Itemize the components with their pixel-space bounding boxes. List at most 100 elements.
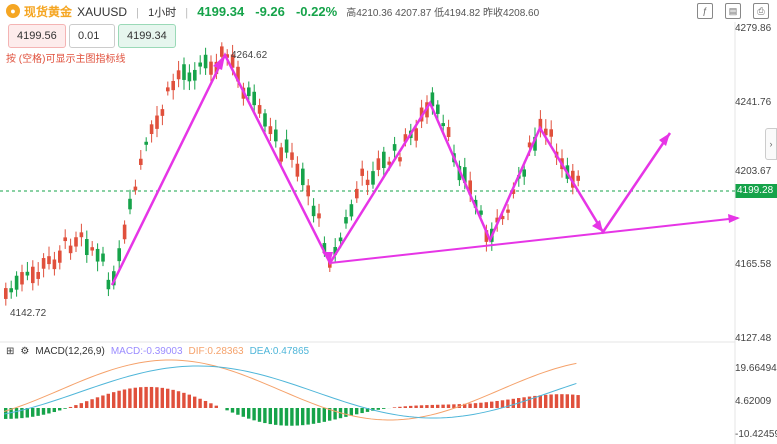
side-panel-toggle[interactable]: ›: [765, 128, 777, 160]
instrument-name[interactable]: 现货黄金: [24, 4, 73, 19]
candle: [122, 224, 127, 240]
toolbar: ƒ ▤ ⎙: [697, 3, 769, 19]
candle: [166, 87, 170, 92]
candle: [52, 259, 57, 270]
macd-bar: [236, 408, 240, 415]
macd-bar: [392, 407, 397, 408]
collapse-icon[interactable]: ⊞: [6, 346, 15, 357]
macd-bar: [225, 408, 229, 411]
candle: [106, 279, 111, 290]
support-trendline[interactable]: [329, 217, 739, 264]
candle: [187, 72, 192, 82]
candle: [20, 272, 24, 285]
candle: [225, 54, 229, 58]
sell-button[interactable]: 4199.56: [8, 24, 66, 48]
macd-bar: [484, 402, 488, 408]
macd-bar: [139, 387, 143, 408]
candle: [203, 54, 208, 69]
candle: [85, 239, 89, 256]
current-price-tag: 4199.28: [735, 184, 777, 198]
candle: [149, 124, 154, 135]
macd-bar: [9, 408, 13, 419]
instrument-symbol[interactable]: XAUUSD: [77, 4, 128, 19]
candle: [117, 248, 121, 262]
candle: [511, 189, 516, 194]
candle: [371, 171, 375, 185]
macd-bar: [90, 399, 94, 408]
macd-bar: [144, 386, 148, 408]
macd-bar: [441, 404, 445, 408]
buy-button[interactable]: 4199.34: [118, 24, 176, 48]
macd-bar: [333, 408, 337, 420]
macd-bar: [68, 406, 73, 408]
macd-bar: [117, 390, 121, 408]
macd-bar: [74, 405, 78, 408]
candle: [176, 70, 181, 80]
candle: [538, 118, 543, 132]
candle: [4, 288, 8, 299]
macd-bar: [209, 403, 213, 408]
candle: [90, 247, 94, 251]
candle: [311, 205, 316, 217]
candle: [139, 158, 143, 165]
macd-bar: [182, 392, 186, 408]
macd-bar: [25, 408, 29, 418]
macd-bar: [198, 398, 202, 408]
indicator-icon[interactable]: ƒ: [697, 3, 713, 19]
macd-bar: [446, 404, 451, 408]
macd-bar: [241, 408, 245, 417]
macd-bar: [252, 408, 256, 421]
macd-bar: [52, 408, 56, 413]
macd-bar: [376, 408, 380, 410]
macd-bar: [122, 389, 127, 408]
quantity-input[interactable]: 0.01: [69, 24, 115, 48]
candle: [344, 217, 348, 224]
macd-bar: [274, 408, 278, 425]
macd-bar: [549, 394, 553, 408]
macd-bar: [160, 387, 164, 408]
interval-selector[interactable]: 1小时: [148, 6, 177, 19]
dif-value: DIF:0.28363: [188, 346, 244, 357]
candle: [220, 46, 224, 57]
candle: [484, 230, 489, 242]
chart-settings-icon[interactable]: ▤: [725, 3, 741, 19]
macd-bar: [31, 408, 35, 417]
connector-line: [224, 54, 331, 264]
macd-bar: [171, 389, 175, 408]
macd-bar: [58, 408, 62, 411]
macd-bar: [382, 408, 386, 409]
macd-bar: [468, 403, 472, 408]
macd-header: ⊞ ⚙ MACD(12,26,9) MACD:-0.39003 DIF:0.28…: [6, 346, 309, 357]
candle: [36, 271, 40, 279]
settings-icon[interactable]: ⚙: [20, 346, 30, 357]
macd-label: MACD(12,26,9): [35, 346, 105, 357]
macd-bar: [36, 408, 40, 416]
macd-bar: [155, 387, 159, 408]
candle: [522, 169, 526, 177]
candle: [500, 216, 505, 220]
trend-drawings[interactable]: [110, 52, 740, 286]
arrowhead: [659, 133, 670, 146]
macd-bar: [187, 394, 191, 408]
screenshot-icon[interactable]: ⎙: [753, 3, 769, 19]
macd-axis-label: 4.62009: [735, 396, 772, 407]
zigzag-arrow[interactable]: [110, 52, 672, 286]
candle: [571, 170, 575, 188]
candle: [247, 87, 251, 97]
candle: [9, 288, 13, 293]
macd-bar: [63, 408, 67, 409]
macd-bar: [176, 391, 181, 408]
candle: [414, 128, 418, 141]
macd-bar: [295, 408, 299, 426]
candle: [360, 168, 364, 176]
price-axis-label: 4165.58: [735, 259, 772, 270]
macd-axis-label: -10.42459: [735, 429, 777, 440]
macd-bar: [214, 405, 218, 408]
candle: [544, 128, 548, 136]
dea-line: [3, 365, 577, 419]
macd-bar: [133, 387, 137, 408]
candle: [31, 266, 35, 284]
macd-bar: [463, 403, 467, 408]
macd-bar: [533, 395, 537, 408]
